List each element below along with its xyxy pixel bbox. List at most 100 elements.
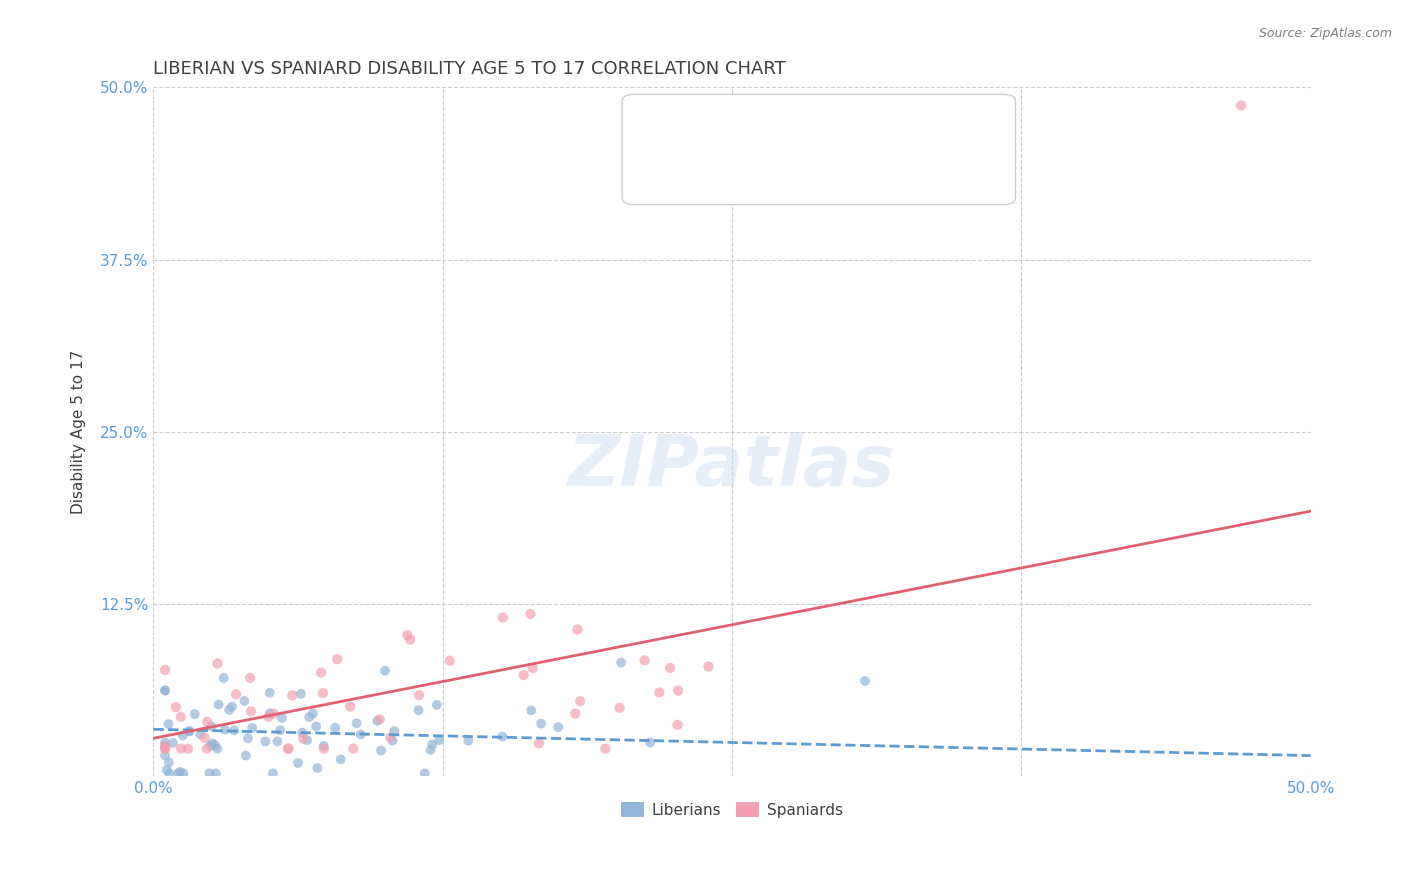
Point bbox=[491, 730, 513, 744]
Point bbox=[513, 668, 536, 682]
Point bbox=[262, 766, 284, 780]
Point bbox=[173, 766, 195, 780]
Point bbox=[638, 735, 661, 749]
Point bbox=[257, 710, 280, 724]
Point bbox=[381, 733, 404, 747]
Point bbox=[195, 714, 218, 729]
Point bbox=[666, 718, 689, 732]
Point bbox=[439, 654, 461, 668]
Point bbox=[259, 706, 281, 721]
Point bbox=[853, 673, 876, 688]
Point bbox=[221, 699, 243, 714]
Point bbox=[207, 698, 229, 712]
Y-axis label: Disability Age 5 to 17: Disability Age 5 to 17 bbox=[72, 350, 86, 514]
Point bbox=[170, 710, 193, 724]
Point bbox=[271, 711, 294, 725]
Point bbox=[292, 731, 315, 746]
Point bbox=[157, 756, 180, 770]
Point bbox=[157, 766, 180, 780]
Point bbox=[254, 734, 277, 748]
Point bbox=[426, 698, 449, 712]
Point bbox=[157, 717, 180, 731]
Point bbox=[225, 687, 247, 701]
Text: LIBERIAN VS SPANIARD DISABILITY AGE 5 TO 17 CORRELATION CHART: LIBERIAN VS SPANIARD DISABILITY AGE 5 TO… bbox=[153, 60, 786, 78]
Point bbox=[153, 741, 176, 756]
Point bbox=[633, 653, 655, 667]
Point bbox=[457, 733, 479, 747]
Point bbox=[233, 694, 256, 708]
Text: Source: ZipAtlas.com: Source: ZipAtlas.com bbox=[1258, 27, 1392, 40]
Point bbox=[374, 664, 396, 678]
Point bbox=[269, 723, 291, 738]
Point bbox=[200, 739, 222, 753]
Point bbox=[609, 701, 631, 715]
Point bbox=[235, 748, 257, 763]
Point bbox=[419, 743, 441, 757]
Point bbox=[239, 671, 262, 685]
Point bbox=[370, 743, 392, 757]
Point bbox=[323, 721, 346, 735]
Point bbox=[366, 714, 388, 728]
Point bbox=[697, 659, 720, 673]
Point bbox=[307, 761, 329, 775]
Point bbox=[298, 710, 321, 724]
Point bbox=[309, 665, 332, 680]
Point bbox=[153, 739, 176, 753]
Point bbox=[564, 706, 586, 721]
Point bbox=[201, 736, 224, 750]
Point bbox=[530, 716, 553, 731]
Point bbox=[184, 707, 207, 722]
Point bbox=[420, 738, 443, 752]
Point bbox=[522, 661, 544, 675]
Point bbox=[172, 729, 194, 743]
Point bbox=[346, 716, 368, 731]
Point bbox=[312, 686, 335, 700]
Point bbox=[156, 763, 179, 777]
Point bbox=[153, 683, 176, 698]
Point bbox=[305, 719, 328, 733]
Point bbox=[170, 741, 193, 756]
Point bbox=[326, 652, 349, 666]
Point bbox=[350, 727, 373, 741]
Point bbox=[567, 623, 589, 637]
Point bbox=[329, 752, 352, 766]
Point bbox=[240, 721, 263, 735]
Point bbox=[380, 731, 402, 745]
Point bbox=[1230, 98, 1253, 112]
Point bbox=[527, 736, 550, 750]
Point bbox=[239, 705, 262, 719]
Point bbox=[595, 741, 617, 756]
Point bbox=[204, 738, 226, 752]
Point bbox=[195, 741, 218, 756]
Point bbox=[520, 703, 543, 717]
Point bbox=[162, 736, 184, 750]
Point bbox=[167, 766, 190, 780]
Point bbox=[207, 741, 229, 756]
Point bbox=[224, 723, 246, 738]
Point bbox=[281, 689, 304, 703]
Point bbox=[312, 739, 335, 753]
Point bbox=[396, 628, 419, 642]
Point bbox=[291, 725, 314, 739]
Point bbox=[648, 685, 671, 699]
Point bbox=[153, 739, 176, 754]
Point bbox=[263, 706, 285, 721]
Point bbox=[198, 766, 221, 780]
Point bbox=[218, 703, 240, 717]
Point bbox=[266, 734, 288, 748]
Legend: Liberians, Spaniards: Liberians, Spaniards bbox=[614, 796, 849, 823]
Point bbox=[179, 723, 201, 738]
Point bbox=[368, 712, 391, 726]
Point bbox=[413, 766, 436, 780]
Point bbox=[153, 748, 176, 763]
Point bbox=[519, 607, 541, 621]
Point bbox=[165, 700, 187, 714]
Point bbox=[277, 741, 299, 756]
Text: ZIPatlas: ZIPatlas bbox=[568, 432, 896, 500]
Point bbox=[207, 657, 229, 671]
Point bbox=[399, 632, 422, 647]
Point bbox=[179, 724, 201, 739]
Point bbox=[153, 741, 176, 756]
Point bbox=[382, 723, 405, 738]
Point bbox=[214, 723, 236, 737]
